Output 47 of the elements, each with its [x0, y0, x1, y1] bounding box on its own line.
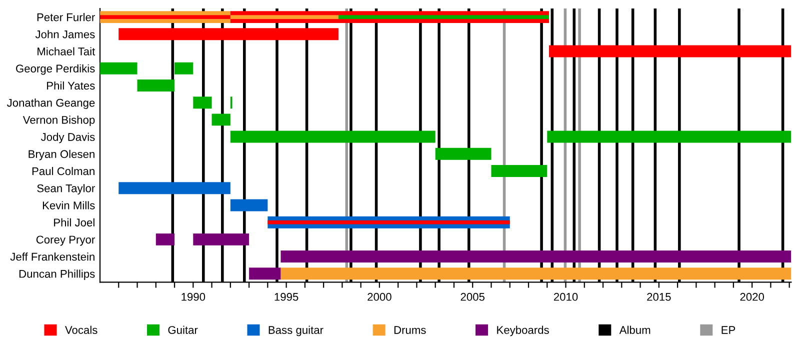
bar: [212, 114, 230, 126]
legend-label: Drums: [394, 326, 426, 334]
bar: [280, 268, 792, 280]
y-tick-label: John James: [35, 30, 95, 38]
legend-label: Vocals: [64, 326, 98, 334]
bar: [230, 15, 338, 20]
bar: [230, 199, 268, 212]
y-tick-label: Jonathan Geange: [6, 98, 95, 109]
bar: [100, 62, 138, 74]
legend-label: Bass guitar: [268, 326, 324, 336]
bar: [193, 96, 212, 109]
bar: [280, 250, 792, 263]
legend-label: EP: [722, 326, 736, 334]
y-tick-label: Sean Taylor: [37, 184, 95, 194]
bar: [118, 182, 230, 194]
bar: [230, 130, 436, 143]
legend-label: Keyboards: [497, 326, 549, 336]
bar: [156, 233, 175, 246]
y-tick-label: Corey Pryor: [36, 236, 95, 246]
x-tick-label: 2005: [460, 292, 485, 301]
y-tick-label: Phil Yates: [47, 81, 95, 90]
bar: [249, 268, 281, 280]
y-tick-label: Peter Furler: [37, 13, 95, 22]
bar: [547, 130, 792, 143]
x-tick-label: 2015: [647, 292, 671, 301]
legend-label: Album: [619, 326, 650, 334]
bar: [435, 148, 492, 160]
x-tick-label: 1995: [274, 292, 298, 301]
x-tick-label: 2020: [740, 292, 764, 301]
x-tick-label: 1990: [182, 292, 206, 301]
bar: [137, 79, 175, 92]
bar: [174, 62, 194, 74]
y-tick-label: Phil Joel: [54, 218, 94, 226]
y-tick-label: Bryan Olesen: [28, 150, 94, 160]
y-tick-label: Jeff Frankenstein: [10, 252, 94, 261]
x-tick-label: 2010: [554, 292, 578, 301]
y-tick-label: Paul Colman: [32, 166, 94, 176]
bar: [491, 165, 548, 177]
y-tick-label: Michael Tait: [38, 47, 96, 56]
x-tick-label: 2000: [368, 292, 392, 301]
y-tick-label: Jody Davis: [40, 132, 95, 144]
y-tick-label: Duncan Phillips: [19, 270, 95, 280]
y-tick-label: Vernon Bishop: [22, 116, 95, 126]
legend-label: Guitar: [168, 326, 198, 334]
bar: [193, 233, 250, 246]
y-tick-label: George Perdikis: [16, 64, 95, 75]
y-tick-label: Kevin Mills: [42, 201, 95, 210]
